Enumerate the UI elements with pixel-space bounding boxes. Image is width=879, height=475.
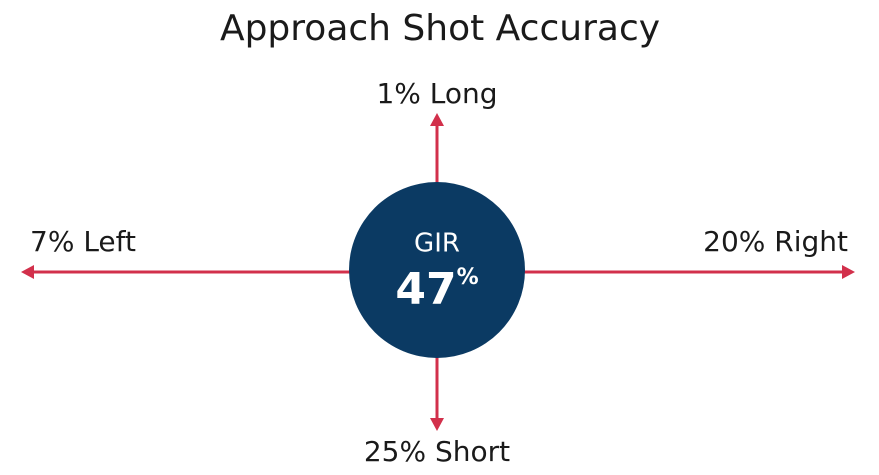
arrowhead-down: [430, 418, 444, 431]
arrowhead-right: [842, 265, 855, 279]
right-label: 20% Right: [703, 225, 848, 258]
short-label: 25% Short: [364, 435, 510, 468]
gir-number: 47: [395, 264, 456, 315]
gir-circle: [349, 182, 525, 358]
arrowheads: [21, 113, 855, 431]
gir-value: 47%: [395, 264, 478, 315]
title: Approach Shot Accuracy: [220, 8, 660, 49]
left-label: 7% Left: [30, 225, 136, 258]
long-label: 1% Long: [376, 77, 497, 110]
arrowhead-up: [430, 113, 444, 126]
gir-label: GIR: [414, 229, 460, 259]
arrowhead-left: [21, 265, 34, 279]
gir-unit: %: [457, 265, 479, 290]
